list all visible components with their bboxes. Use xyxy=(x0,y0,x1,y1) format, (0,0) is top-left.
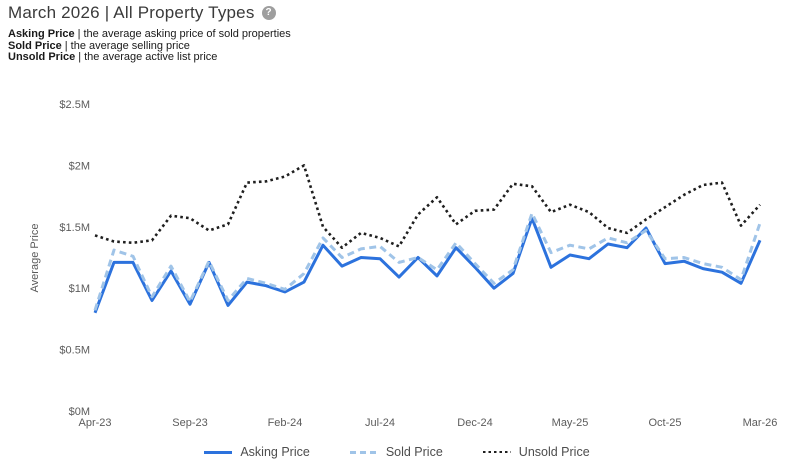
y-axis-tick-label: $0.5M xyxy=(59,345,90,357)
y-axis-tick-label: $2.5M xyxy=(59,99,90,111)
definition-description: the average active list price xyxy=(84,51,218,63)
definition-separator: | xyxy=(78,51,82,63)
chart-legend: Asking Price Sold Price Unsold Price xyxy=(0,445,794,459)
x-axis-tick-label: Oct-25 xyxy=(648,417,681,429)
definition-separator: | xyxy=(77,28,81,40)
x-axis-tick-label: Jul-24 xyxy=(365,417,395,429)
series-line-asking-price xyxy=(93,216,762,314)
y-axis-tick-label: $0M xyxy=(69,406,90,418)
definition-description: the average selling price xyxy=(70,39,190,52)
definition-separator: | xyxy=(64,39,68,52)
y-axis-title: Average Price xyxy=(29,224,41,293)
sold-price-line-swatch xyxy=(349,450,378,454)
series-definitions: Asking Price | the average asking price of… xyxy=(8,28,291,64)
x-axis-tick-label: Apr-23 xyxy=(78,417,111,429)
series-line-sold-price xyxy=(93,211,762,311)
asking-price-line-swatch xyxy=(204,450,233,454)
definition-unsold-price: Unsold Price | the average active list pri… xyxy=(8,51,291,64)
series-line-unsold-price xyxy=(94,164,761,249)
x-axis-tick-label: Mar-26 xyxy=(743,417,778,429)
x-axis-tick-label: Feb-24 xyxy=(268,417,303,429)
legend-label: Unsold Price xyxy=(518,445,590,459)
y-axis-tick-label: $1M xyxy=(69,283,90,295)
definition-asking-price: Asking Price | the average asking price of… xyxy=(8,28,291,41)
definition-sold-price: Sold Price | the average selling price xyxy=(8,39,291,53)
legend-item-unsold-price[interactable]: Unsold Price xyxy=(482,445,590,459)
legend-label: Sold Price xyxy=(385,445,443,459)
legend-item-asking-price[interactable]: Asking Price xyxy=(204,445,310,459)
definition-term: Sold Price xyxy=(8,39,62,52)
x-axis-tick-label: May-25 xyxy=(552,417,589,429)
definition-term: Unsold Price xyxy=(8,51,76,63)
legend-label: Asking Price xyxy=(240,445,310,459)
definition-term: Asking Price xyxy=(8,28,75,40)
y-axis-tick-label: $2M xyxy=(69,160,90,172)
definition-description: the average asking price of sold propert… xyxy=(83,28,291,40)
legend-item-sold-price[interactable]: Sold Price xyxy=(349,445,443,459)
chart-header: March 2026 | All Property Types ? Asking… xyxy=(8,3,291,64)
x-axis-tick-label: Dec-24 xyxy=(457,417,492,429)
unsold-price-line-swatch xyxy=(482,450,511,454)
help-icon[interactable]: ? xyxy=(261,6,276,20)
x-axis-tick-label: Sep-23 xyxy=(172,417,207,429)
page-title: March 2026 | All Property Types xyxy=(8,3,255,22)
y-axis-tick-label: $1.5M xyxy=(59,222,90,234)
